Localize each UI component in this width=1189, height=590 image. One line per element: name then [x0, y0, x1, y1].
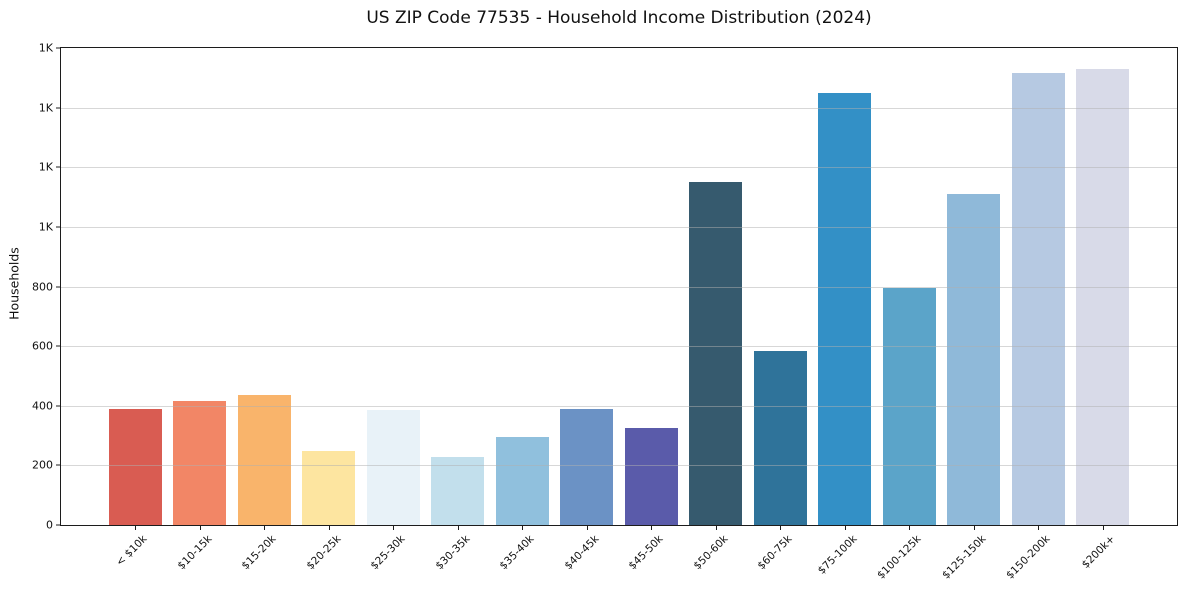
x-tick-label: $50-60k — [691, 533, 731, 573]
x-tick-label: $150-200k — [1004, 533, 1053, 582]
y-tick-label: 1K — [38, 101, 53, 115]
x-tick-mark — [199, 526, 201, 530]
bar-15-20k — [237, 394, 291, 525]
x-tick-mark — [1102, 526, 1104, 530]
bar-200k — [1076, 68, 1130, 525]
x-tick-mark — [973, 526, 975, 530]
x-tick-mark — [780, 526, 782, 530]
gridline — [61, 167, 1177, 169]
y-axis-label: Households — [6, 247, 22, 320]
bar-10-15k — [173, 401, 227, 525]
x-tick-mark — [586, 526, 588, 530]
bar-30-35k — [431, 457, 485, 525]
x-tick-mark — [328, 526, 330, 530]
x-tick-mark — [135, 526, 136, 530]
x-tick-label: $35-40k — [497, 533, 537, 573]
x-tick-label: $45-50k — [626, 533, 666, 573]
y-tick-label: 600 — [32, 339, 53, 353]
x-tick-mark — [1038, 526, 1040, 530]
gridline — [61, 286, 1177, 288]
x-tick-label: $100-125k — [875, 533, 924, 582]
y-tick-mark — [56, 226, 60, 228]
y-tick-label: 400 — [32, 399, 53, 413]
bar-35-40k — [495, 437, 549, 525]
y-tick-mark — [56, 345, 60, 347]
x-tick-label: $25-30k — [368, 533, 408, 573]
gridline — [61, 465, 1177, 467]
chart-title: US ZIP Code 77535 - Household Income Dis… — [366, 8, 872, 28]
gridline — [61, 405, 1177, 407]
bar-40-45k — [560, 409, 614, 525]
bar-10k — [108, 409, 162, 525]
x-tick-label: $15-20k — [239, 533, 279, 573]
x-tick-mark — [909, 526, 911, 530]
y-tick-label: 1K — [38, 41, 53, 55]
y-tick-mark — [56, 524, 60, 526]
bar-60-75k — [753, 350, 807, 525]
x-tick-mark — [651, 526, 653, 530]
y-tick-label: 1K — [38, 220, 53, 234]
x-tick-mark — [457, 526, 459, 530]
gridline — [61, 226, 1177, 228]
y-tick-label: 200 — [32, 458, 53, 472]
x-tick-label: $200k+ — [1079, 533, 1118, 571]
x-tick-label: $75-100k — [815, 533, 860, 577]
x-tick-label: $60-75k — [755, 533, 795, 573]
bar-125-150k — [947, 193, 1001, 525]
y-tick-label: 0 — [46, 518, 53, 532]
y-tick-mark — [56, 286, 60, 287]
x-tick-mark — [715, 526, 717, 530]
y-tick-mark — [56, 166, 60, 168]
y-tick-mark — [56, 464, 60, 466]
gridline — [61, 346, 1177, 348]
x-tick-label: < $10k — [113, 533, 150, 569]
x-tick-label: $30-35k — [433, 533, 473, 573]
x-tick-mark — [264, 526, 266, 530]
bar-150-200k — [1011, 73, 1065, 525]
y-tick-mark — [56, 47, 60, 49]
y-tick-mark — [56, 405, 60, 407]
bar-75-100k — [818, 92, 872, 525]
x-tick-label: $10-15k — [174, 533, 215, 573]
bar-50-60k — [689, 182, 743, 525]
x-tick-label: $20-25k — [303, 533, 344, 573]
x-tick-mark — [844, 526, 846, 530]
bar-25-30k — [366, 410, 420, 525]
y-tick-label: 1K — [38, 160, 53, 174]
gridline — [61, 107, 1177, 109]
x-tick-label: $125-150k — [939, 533, 989, 582]
x-tick-mark — [393, 526, 395, 530]
bar-20-25k — [302, 451, 356, 525]
y-tick-label: 800 — [32, 280, 53, 293]
plot-area: < $10k $10-15k $15-20k $20-25k $25-30k $30-35… — [32, 42, 1178, 582]
x-tick-label: $40-45k — [562, 533, 602, 573]
y-tick-mark — [56, 107, 60, 109]
x-tick-mark — [522, 526, 524, 530]
bar-45-50k — [624, 428, 678, 525]
